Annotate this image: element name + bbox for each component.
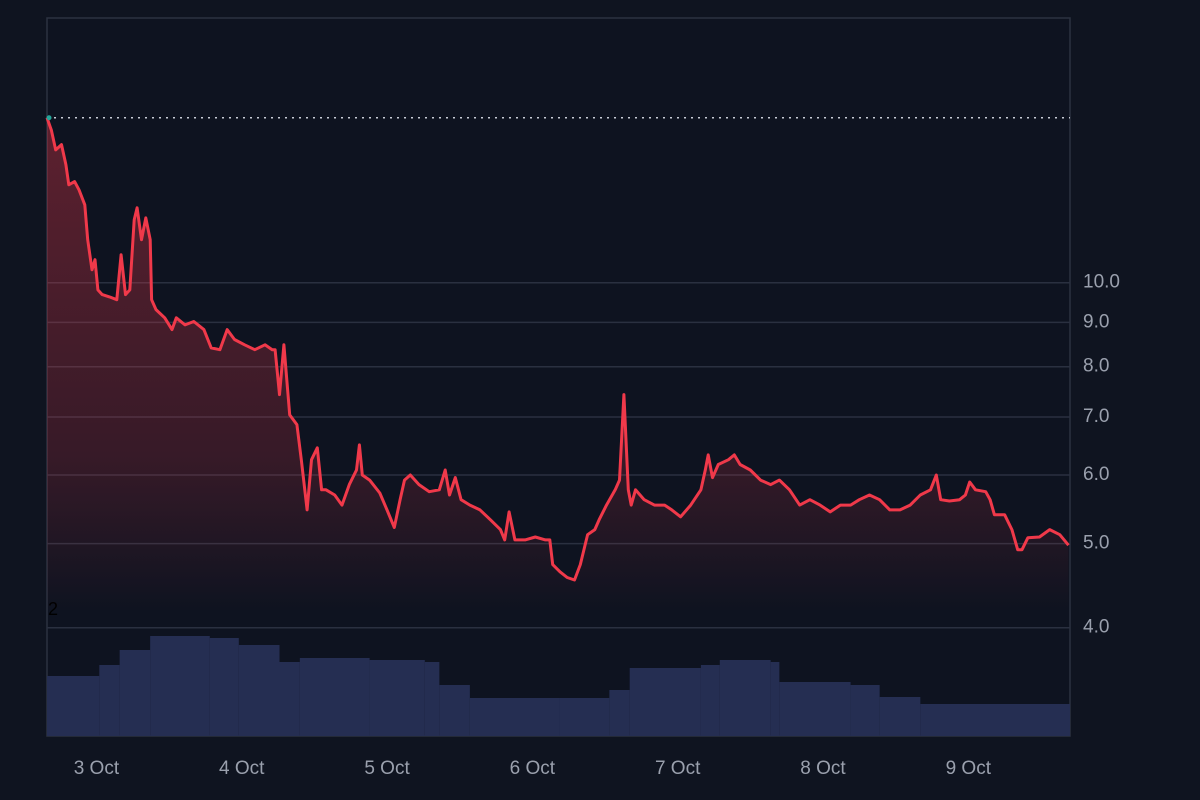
start-point bbox=[46, 115, 52, 121]
y-tick-label: 5.0 bbox=[1083, 533, 1109, 554]
x-tick-label: 7 Oct bbox=[655, 758, 701, 779]
y-tick-label: 8.0 bbox=[1083, 356, 1109, 377]
y-tick-label: 4.0 bbox=[1083, 617, 1109, 638]
x-tick-label: 5 Oct bbox=[364, 758, 410, 779]
price-area bbox=[47, 117, 1069, 736]
x-tick-label: 4 Oct bbox=[219, 758, 265, 779]
y-tick-label: 7.0 bbox=[1083, 406, 1109, 427]
x-tick-label: 8 Oct bbox=[800, 758, 846, 779]
x-tick-label: 9 Oct bbox=[946, 758, 992, 779]
y-tick-label: 9.0 bbox=[1083, 311, 1109, 332]
y-tick-label: 6.0 bbox=[1083, 464, 1109, 485]
x-tick-label: 3 Oct bbox=[74, 758, 120, 779]
y-tick-label: 10.0 bbox=[1083, 272, 1120, 293]
price-line bbox=[45, 117, 1070, 582]
x-tick-label: 6 Oct bbox=[510, 758, 556, 779]
